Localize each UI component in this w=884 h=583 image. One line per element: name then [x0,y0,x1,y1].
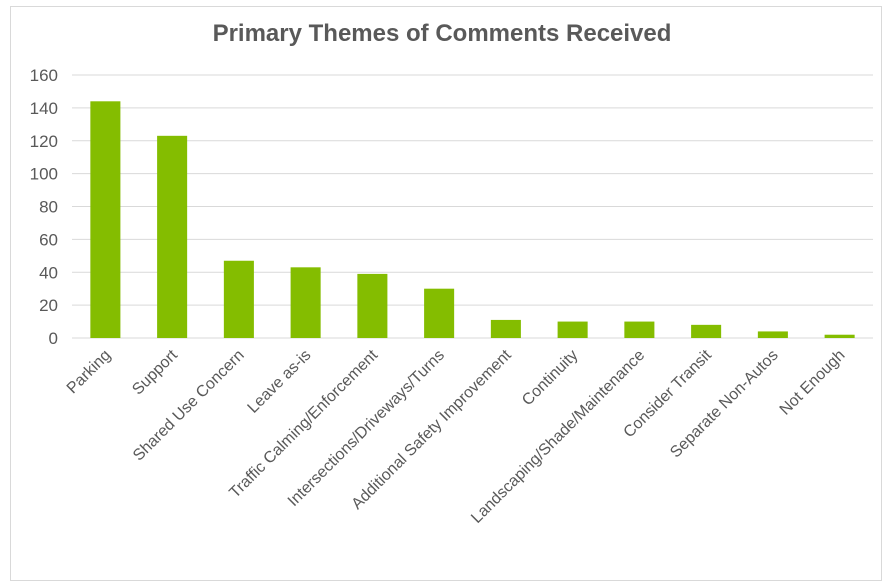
bar [424,288,455,338]
bar [557,321,588,338]
y-tick-label: 140 [30,99,58,118]
bar [290,267,321,338]
bar [624,321,655,338]
x-tick-label: Not Enough [777,347,849,419]
bars [90,101,855,338]
y-tick-label: 40 [39,263,58,282]
x-tick-label: Leave as-is [245,347,315,417]
x-tick-label: Continuity [519,347,581,409]
y-tick-label: 160 [30,66,58,85]
bar [223,260,254,338]
y-tick-label: 120 [30,132,58,151]
bar [90,101,121,338]
x-tick-label: Parking [64,347,114,397]
y-tick-label: 60 [39,230,58,249]
chart-title: Primary Themes of Comments Received [212,20,672,47]
bar [490,319,521,338]
y-tick-label: 100 [30,165,58,184]
y-axis-ticks: 0 20 40 60 80 100 120 140 160 [30,66,58,348]
x-tick-label: Shared Use Concern [130,347,248,465]
bar [824,334,855,338]
x-tick-label: Support [129,346,181,398]
y-tick-label: 20 [39,296,58,315]
bar [691,324,722,338]
x-tick-label: Separate Non-Autos [667,347,782,462]
gridlines [72,74,873,339]
bar [757,331,788,338]
y-tick-label: 0 [49,329,58,348]
bar [157,135,188,338]
y-tick-label: 80 [39,198,58,217]
bar [357,273,388,338]
